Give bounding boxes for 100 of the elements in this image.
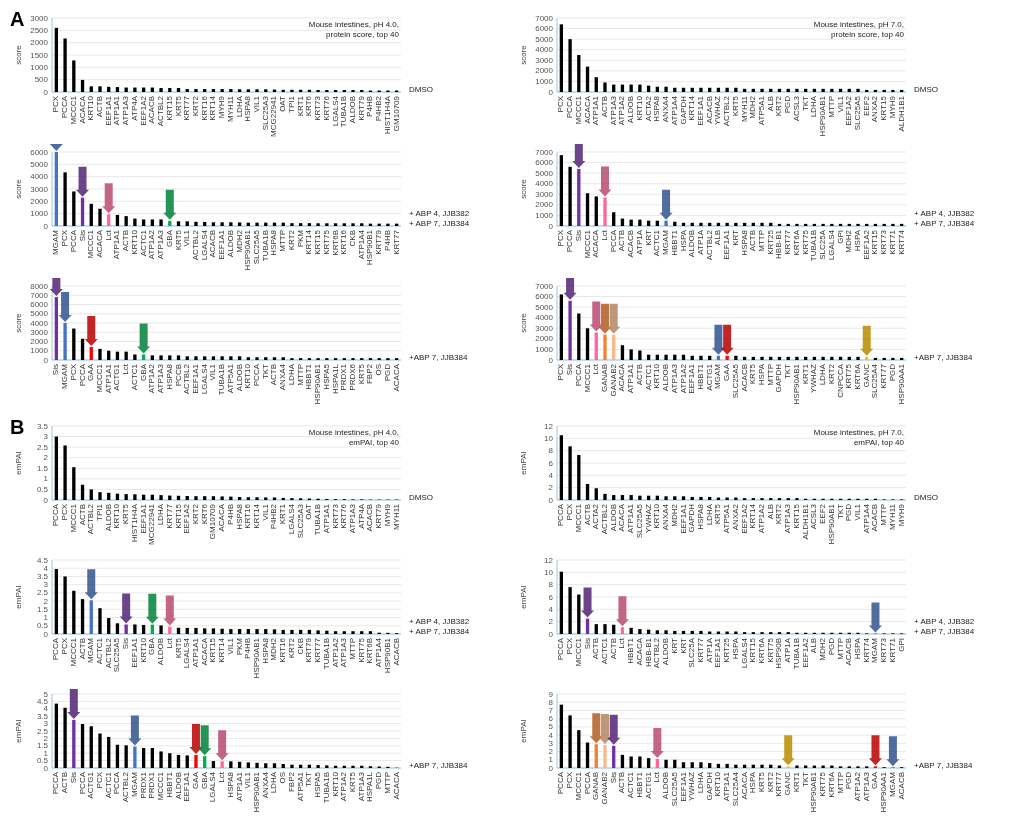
bar <box>821 88 825 92</box>
bar <box>594 196 598 226</box>
bar <box>124 745 128 768</box>
x-tick-label: KRT2 <box>774 95 784 117</box>
x-tick-label: KRT5 <box>757 771 767 793</box>
x-tick-label: MTTP <box>879 504 889 526</box>
x-tick-label: ACTBL2 <box>182 363 192 395</box>
x-tick-label: KRT14 <box>217 637 227 663</box>
y-tick-label: 8000 <box>30 281 49 291</box>
y-tick-label: 6000 <box>535 158 554 168</box>
y-tick-label: 2000 <box>30 337 49 347</box>
y-axis-title: emPAI <box>519 719 528 743</box>
x-tick-label: PCCA <box>68 229 78 253</box>
y-tick-label: 2000 <box>535 66 554 76</box>
bar <box>220 222 224 226</box>
bar <box>168 355 172 360</box>
y-tick-label: 5000 <box>30 309 49 319</box>
bar <box>585 328 590 360</box>
y-tick-label: 3000 <box>535 55 554 65</box>
x-tick-label: Lct <box>217 771 227 783</box>
x-tick-label: KRT2 <box>286 229 296 251</box>
x-tick-label: GAA <box>870 771 880 789</box>
x-tick-label: ATP1A1 <box>591 95 601 126</box>
x-tick-label: PCX <box>68 363 78 381</box>
x-tick-label: ACTG1 <box>86 771 96 799</box>
bar <box>133 354 137 360</box>
x-tick-label: ATP1A3 <box>608 95 618 126</box>
x-tick-label: KRT73 <box>330 503 340 529</box>
x-tick-label: KRT6A <box>853 363 863 390</box>
x-tick-label: GM10709 <box>391 95 401 132</box>
x-tick-label: ATP1A1 <box>112 95 122 126</box>
bar <box>646 758 651 768</box>
x-tick-label: MCCC1 <box>573 503 583 533</box>
x-tick-label: KRT75 <box>844 363 854 389</box>
x-tick-label: ACTB <box>60 772 70 794</box>
x-tick-label: OS <box>278 772 288 784</box>
x-tick-label: KRT15 <box>173 503 183 529</box>
x-tick-label: GANAB2 <box>608 363 618 397</box>
x-tick-label: KRT14 <box>304 229 314 255</box>
y-tick-label: 4000 <box>535 45 554 55</box>
bar <box>795 356 799 360</box>
bar <box>159 495 163 500</box>
bar <box>246 357 250 360</box>
bar <box>290 89 294 92</box>
x-tick-label: MCG22941 <box>269 95 279 137</box>
bar <box>638 629 642 634</box>
x-tick-label: ACTB <box>77 638 87 660</box>
x-tick-label: TKT <box>260 363 270 380</box>
x-tick-label: EEF1A1 <box>138 503 148 534</box>
x-tick-label: ACTB <box>599 96 609 118</box>
y-tick-label: 0 <box>43 495 49 505</box>
x-tick-label: TKT <box>783 363 793 380</box>
x-tick-label: KRT16 <box>199 95 209 121</box>
x-tick-label: ANXA2 <box>730 503 740 531</box>
bar <box>107 214 111 226</box>
x-tick-label: ALDOB <box>348 96 358 124</box>
y-axis-title: score <box>519 44 528 65</box>
x-tick-label: MCCC1 <box>68 503 78 533</box>
x-tick-label: MCCC1 <box>573 95 583 125</box>
y-tick-label: 1000 <box>30 346 49 356</box>
x-tick-label: KRT15 <box>879 95 889 121</box>
x-tick-label: LGALS4 <box>199 363 209 395</box>
x-tick-label: OS <box>374 364 384 376</box>
x-tick-label: PCCA <box>556 503 566 527</box>
bar <box>699 496 703 500</box>
x-tick-label: PRDX1 <box>138 771 148 799</box>
x-tick-label: SLC25A4 <box>870 363 880 399</box>
x-tick-label: GBA <box>138 363 148 381</box>
bar <box>141 219 146 226</box>
text: Mouse intestines, pH 7.0, protein score, top 40 <box>813 20 905 39</box>
y-axis-title: score <box>14 178 23 199</box>
y-tick-label: 4 <box>548 730 554 740</box>
x-tick-label: EEF1A1 <box>722 229 732 260</box>
x-tick-label: Lct <box>121 363 131 375</box>
x-tick-label: KRT25 <box>765 229 775 255</box>
y-axis-title: score <box>14 312 23 333</box>
bar <box>638 84 642 92</box>
x-tick-label: FBP2 <box>365 363 375 385</box>
bar <box>708 496 712 500</box>
y-tick-label: 2 <box>548 483 554 493</box>
bar <box>725 497 729 500</box>
y-tick-label: 1.5 <box>36 604 49 614</box>
x-tick-label: ACACB <box>896 772 906 800</box>
bar <box>568 166 572 226</box>
bar <box>237 356 242 360</box>
text: +ABP 7, JJB384 <box>409 353 468 362</box>
x-tick-label: ATP1A <box>634 229 644 255</box>
bar <box>299 223 303 226</box>
bar <box>124 216 128 226</box>
x-tick-label: HSP90AB1 <box>809 771 819 813</box>
x-tick-label: ATP1A2 <box>330 637 340 668</box>
text: DMSO <box>409 85 433 94</box>
x-tick-label: KRT14 <box>687 95 697 121</box>
x-tick-label: YWHAZ <box>809 363 819 393</box>
x-tick-label: MCCC1 <box>94 363 104 393</box>
y-tick-label: 10 <box>544 567 554 577</box>
y-tick-label: 3.5 <box>36 572 49 581</box>
y-tick-label: 2.5 <box>36 726 49 736</box>
x-tick-label: ANXA4 <box>661 503 671 531</box>
x-tick-label: MDH2 <box>748 95 758 119</box>
